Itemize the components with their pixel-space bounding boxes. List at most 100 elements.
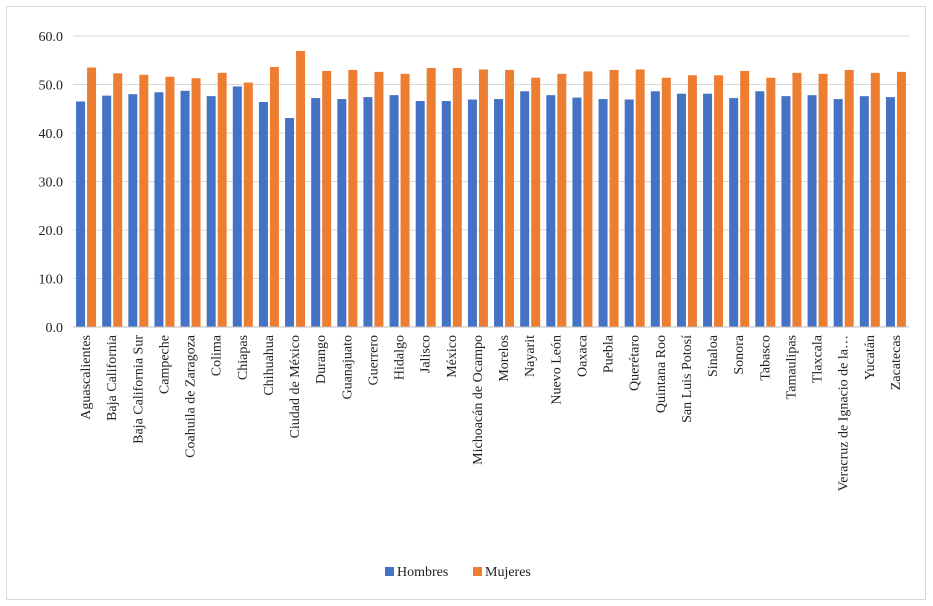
category-label: Quintana Roo	[654, 335, 669, 413]
legend-label-mujeres: Mujeres	[485, 565, 531, 580]
bar-hombres	[781, 96, 791, 327]
bar-mujeres	[687, 75, 697, 327]
bar-mujeres	[478, 69, 488, 327]
bar-hombres	[598, 99, 608, 327]
bar-mujeres	[714, 75, 724, 327]
category-label: México	[445, 335, 460, 378]
bar-mujeres	[740, 70, 750, 328]
y-tick-label: 10.0	[39, 273, 64, 288]
bar-mujeres	[635, 69, 645, 327]
category-label: Tabasco	[758, 335, 773, 381]
bar-mujeres	[217, 72, 227, 327]
category-label: Sonora	[732, 334, 747, 374]
bar-mujeres	[426, 68, 436, 327]
category-label: Michoacán de Ocampo	[471, 335, 486, 465]
category-labels: Aguascalientes Baja California Baja Califo…	[79, 334, 904, 491]
y-tick-label: 0.0	[46, 321, 64, 336]
bar-mujeres	[243, 82, 253, 327]
bar-mujeres	[191, 78, 201, 327]
bar-mujeres	[766, 77, 776, 328]
bar-hombres	[389, 95, 399, 327]
bar-hombres	[650, 91, 660, 327]
bar-hombres	[206, 96, 216, 327]
bar-mujeres	[348, 69, 358, 327]
category-label: Sinaloa	[706, 334, 721, 377]
bar-hombres	[285, 117, 295, 327]
bar-hombres	[180, 90, 190, 328]
legend-swatch-hombres	[385, 567, 394, 576]
y-tick-label: 30.0	[39, 176, 64, 191]
category-label: Chiapas	[236, 335, 251, 380]
category-label: Querétaro	[628, 335, 643, 391]
category-label: Ciudad de México	[288, 335, 303, 438]
bar-hombres	[703, 93, 713, 327]
category-label: Durango	[314, 335, 329, 384]
bar-hombres	[494, 99, 504, 327]
category-label: Guanajuato	[340, 335, 355, 400]
bar-hombres	[258, 101, 268, 328]
bar-mujeres	[269, 67, 279, 327]
bar-hombres	[154, 92, 164, 327]
category-label: Colima	[210, 334, 225, 376]
bar-hombres	[520, 91, 530, 327]
category-label: Zacatecas	[889, 335, 904, 390]
bar-mujeres	[87, 67, 97, 328]
category-label: Veracruz de Ignacio de la…	[837, 335, 852, 491]
legend: Hombres Mujeres	[385, 565, 531, 580]
bar-mujeres	[557, 73, 567, 327]
bar-hombres	[885, 97, 895, 327]
category-label: Yucatán	[863, 335, 878, 380]
bar-mujeres	[322, 70, 332, 328]
bar-hombres	[102, 95, 112, 327]
category-label: Aguascalientes	[79, 335, 94, 420]
bar-mujeres	[139, 74, 149, 327]
bar-mujeres	[896, 71, 906, 327]
bar-mujeres	[531, 77, 541, 328]
bar-mujeres	[844, 69, 854, 327]
bar-mujeres	[609, 69, 619, 327]
bar-mujeres	[870, 72, 880, 327]
bar-hombres	[859, 96, 869, 327]
bar-hombres	[546, 95, 556, 327]
y-tick-label: 50.0	[39, 79, 64, 94]
bar-hombres	[232, 86, 242, 327]
category-label: Jalisco	[419, 335, 434, 373]
bar-mujeres	[583, 71, 593, 327]
y-tick-label: 60.0	[39, 30, 64, 45]
category-label: Tamaulipas	[784, 335, 799, 399]
bar-hombres	[441, 100, 451, 328]
bar-mujeres	[400, 73, 410, 327]
bar-hombres	[572, 97, 582, 327]
y-tick-label: 40.0	[39, 127, 64, 142]
category-label: Guerrero	[366, 335, 381, 386]
bar-hombres	[624, 99, 634, 327]
bar-mujeres	[818, 73, 828, 327]
y-tick-label: 20.0	[39, 224, 64, 239]
category-label: Coahuila de Zaragoza	[184, 334, 199, 458]
bar-hombres	[807, 95, 817, 327]
category-label: Baja California	[105, 334, 120, 421]
category-label: Nuevo León	[549, 335, 564, 405]
category-label: Tlaxcala	[811, 334, 826, 383]
bar-mujeres	[374, 71, 384, 327]
category-label: Campeche	[157, 335, 172, 394]
bar-mujeres	[505, 69, 515, 327]
category-label: Chihuahua	[262, 334, 277, 395]
bar-hombres	[755, 91, 765, 327]
bar-hombres	[729, 98, 739, 327]
bar-mujeres	[296, 51, 306, 327]
bar-mujeres	[792, 72, 802, 327]
category-label: Morelos	[497, 335, 512, 382]
bars	[76, 51, 906, 328]
category-label: Hidalgo	[393, 335, 408, 380]
bar-mujeres	[165, 76, 175, 328]
bar-hombres	[833, 99, 843, 327]
bar-mujeres	[113, 73, 123, 327]
category-label: Puebla	[602, 334, 617, 373]
legend-swatch-mujeres	[473, 567, 482, 576]
bar-hombres	[128, 94, 138, 327]
category-label: San Luis Potosí	[680, 335, 695, 423]
bar-hombres	[311, 98, 321, 327]
bar-hombres	[415, 100, 425, 328]
bar-hombres	[76, 101, 86, 327]
